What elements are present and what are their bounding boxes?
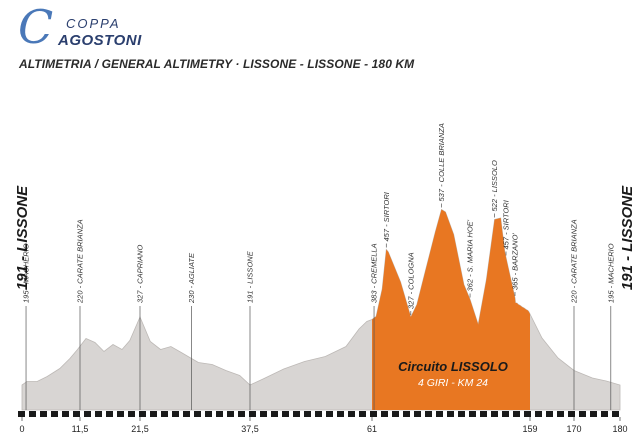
road-dash: [348, 411, 355, 417]
road-dash: [590, 411, 597, 417]
road-dash: [579, 411, 586, 417]
road-dash: [601, 411, 608, 417]
road-dash: [293, 411, 300, 417]
road-dash: [139, 411, 146, 417]
x-tick-label: 61: [367, 424, 377, 434]
checkpoint-label: 327 - CAPRIANO: [136, 244, 145, 303]
x-tick-label: 37,5: [241, 424, 259, 434]
circuit-subtitle: 4 GIRI - KM 24: [418, 377, 488, 389]
road-dash: [172, 411, 179, 417]
x-tick-label: 0: [19, 424, 24, 434]
checkpoint-label: 457 - SIRTORI: [382, 192, 391, 241]
road-dash: [524, 411, 531, 417]
checkpoint-label: 191 - LISSONE: [246, 250, 255, 303]
road-dash: [326, 411, 333, 417]
road-dash: [62, 411, 69, 417]
road-dash: [359, 411, 366, 417]
page-title: ALTIMETRIA / GENERAL ALTIMETRY · LISSONE…: [19, 57, 415, 71]
road-dash: [106, 411, 113, 417]
road-dash: [612, 411, 619, 417]
road-dash: [502, 411, 509, 417]
road-dash: [238, 411, 245, 417]
road-dash: [392, 411, 399, 417]
road-dash: [436, 411, 443, 417]
road-dash: [381, 411, 388, 417]
road-dash: [260, 411, 267, 417]
x-tick-label: 180: [612, 424, 627, 434]
checkpoint-label: 220 - CARATE BRIANZA: [570, 219, 579, 304]
road-dash: [337, 411, 344, 417]
road-dash: [304, 411, 311, 417]
road-dash: [568, 411, 575, 417]
road-dash: [271, 411, 278, 417]
finish-label: 191 - LISSONE: [619, 185, 636, 290]
x-tick-label: 170: [566, 424, 581, 434]
road-dash: [491, 411, 498, 417]
road-dash: [95, 411, 102, 417]
road-dash: [480, 411, 487, 417]
checkpoint-label: 383 - CREMELLA: [370, 243, 379, 303]
coppa-agostoni-logo: C COPPA AGOSTONI: [18, 4, 148, 52]
circuit-area: [372, 209, 530, 410]
road-dash: [84, 411, 91, 417]
road-dash: [447, 411, 454, 417]
road-dash: [205, 411, 212, 417]
road-dash: [282, 411, 289, 417]
checkpoint-label: 327 - COLOGNA: [406, 252, 415, 309]
road-dash: [469, 411, 476, 417]
logo-swoosh-c: C: [18, 0, 54, 54]
road-dash: [403, 411, 410, 417]
road-dash: [513, 411, 520, 417]
road-dash: [425, 411, 432, 417]
road-dash: [227, 411, 234, 417]
road-dash: [194, 411, 201, 417]
road-dash: [117, 411, 124, 417]
road-dash: [315, 411, 322, 417]
x-tick-label: 11,5: [72, 424, 89, 434]
road-dash: [458, 411, 465, 417]
road-dash: [128, 411, 135, 417]
road-dash: [18, 411, 25, 417]
checkpoint-label: 195 - MACHERIO: [606, 243, 615, 303]
checkpoint-label: 365 - BARZANO': [511, 233, 520, 290]
logo-agostoni-text: AGOSTONI: [58, 32, 142, 49]
logo-coppa-text: COPPA: [66, 16, 121, 31]
checkpoint-label: 195 - MACHERIO: [22, 243, 31, 303]
road-dash: [73, 411, 80, 417]
road-dash: [216, 411, 223, 417]
road-dash: [414, 411, 421, 417]
checkpoint-label: 220 - CARATE BRIANZA: [76, 219, 85, 304]
road-dash: [150, 411, 157, 417]
road-dash: [29, 411, 36, 417]
road-dash: [557, 411, 564, 417]
profile-area: [21, 208, 621, 411]
road-dash: [535, 411, 542, 417]
road-dash: [183, 411, 190, 417]
x-tick-label: 159: [522, 424, 537, 434]
road-dash: [40, 411, 47, 417]
x-tick-label: 21,5: [131, 424, 149, 434]
road-dash: [51, 411, 58, 417]
circuit-title: Circuito LISSOLO: [398, 359, 508, 374]
road-dash: [546, 411, 553, 417]
road-dash: [370, 411, 377, 417]
checkpoint-label: 457 - SIRTORI: [502, 200, 511, 249]
road-dash: [161, 411, 168, 417]
checkpoint-label: 230 - AGLIATE: [187, 252, 196, 304]
checkpoint-label: 522 - LISSOLO: [490, 160, 499, 211]
start-label: 191 - LISSONE: [14, 185, 31, 290]
road-dash: [249, 411, 256, 417]
checkpoint-label: 362 - S. MARIA HOE': [466, 219, 475, 291]
checkpoint-label: 537 - COLLE BRIANZA: [437, 123, 446, 201]
